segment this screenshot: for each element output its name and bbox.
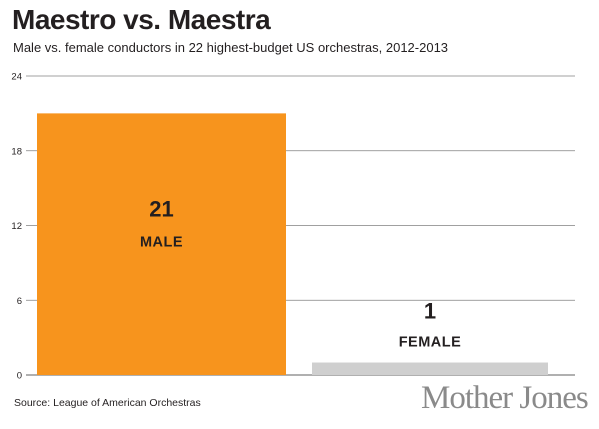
category-label-female: FEMALE: [399, 335, 462, 351]
value-label-male: 21: [149, 196, 173, 221]
category-label-male: MALE: [140, 234, 183, 250]
y-tick-label: 24: [11, 72, 22, 83]
value-label-female: 1: [424, 299, 436, 324]
publisher-logo: Mother Jones: [421, 380, 589, 416]
chart-subtitle: Male vs. female conductors in 22 highest…: [13, 40, 449, 55]
y-tick-label: 18: [11, 146, 22, 157]
y-tick-label: 6: [17, 296, 22, 307]
source-note: Source: League of American Orchestras: [14, 397, 201, 409]
bar-female: [312, 362, 548, 375]
y-tick-label: 12: [11, 221, 22, 232]
chart-title: Maestro vs. Maestra: [12, 4, 271, 35]
y-tick-label: 0: [17, 371, 22, 382]
bar-male: [37, 113, 286, 375]
